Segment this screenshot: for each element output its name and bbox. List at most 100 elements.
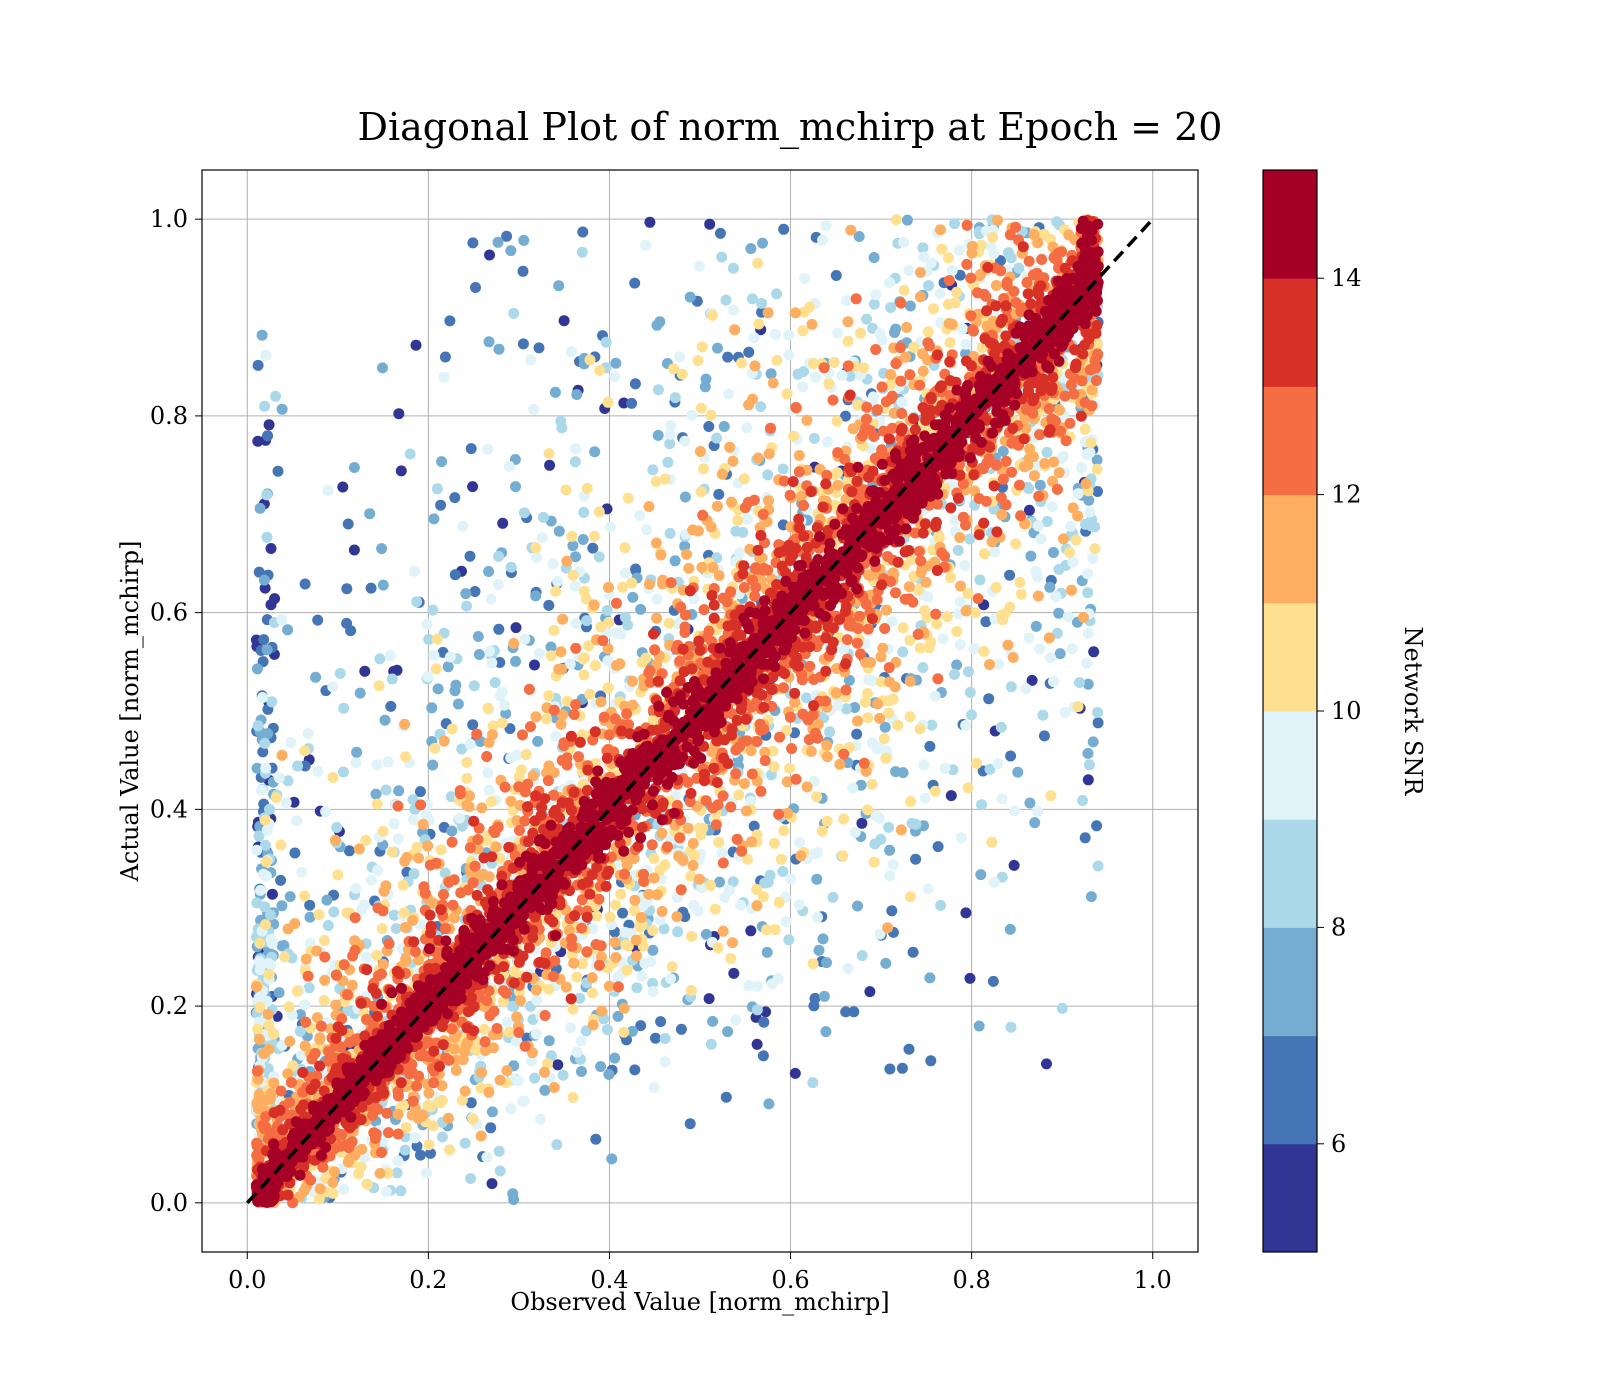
scatter-point [972,593,984,605]
scatter-point [268,1028,280,1040]
scatter-point [855,779,867,791]
scatter-point [684,1118,696,1130]
scatter-point [996,871,1008,883]
scatter-point [395,1185,407,1197]
scatter-point [767,377,779,389]
scatter-point [935,899,947,911]
scatter-point [577,226,589,238]
scatter-point [589,446,601,458]
scatter-point [634,509,646,521]
scatter-point [861,401,873,413]
scatter-point [515,764,527,776]
scatter-point [476,802,488,814]
scatter-point [482,702,494,714]
scatter-point [686,930,698,942]
scatter-point [542,775,554,787]
scatter-point [448,874,460,886]
scatter-point [1043,632,1055,644]
scatter-point [262,1008,274,1020]
scatter-point [1062,611,1074,623]
scatter-point [539,1010,551,1021]
scatter-point [790,773,802,785]
scatter-point [1015,510,1027,522]
scatter-point [775,853,787,865]
scatter-point [392,1108,404,1120]
scatter-point [1032,590,1044,602]
scatter-point [917,365,929,377]
scatter-point [556,422,568,434]
scatter-point [265,599,277,611]
scatter-point [520,749,532,761]
scatter-point [618,868,630,880]
scatter-point [748,820,760,832]
scatter-point [536,532,548,544]
scatter-point [707,562,719,573]
scatter-point [432,683,444,695]
scatter-point [783,349,795,361]
scatter-point [486,1106,498,1118]
scatter-point [558,315,570,327]
scatter-point [955,580,966,592]
scatter-point [370,788,382,800]
scatter-point [570,551,581,563]
scatter-point [856,817,868,829]
scatter-point [291,815,303,827]
scatter-point [730,1014,742,1026]
scatter-point [796,674,808,686]
scatter-point [1083,759,1095,771]
scatter-point [704,218,716,230]
scatter-point [817,933,829,945]
scatter-point [656,905,668,917]
scatter-point [757,1050,769,1062]
scatter-point [831,415,843,427]
scatter-point [604,521,616,533]
scatter-point [978,646,990,657]
scatter-point [595,696,607,708]
scatter-point [930,608,942,620]
scatter-point [651,612,663,624]
scatter-point [1007,652,1019,663]
scatter-point [1023,255,1035,267]
scatter-point [417,818,429,830]
scatter-point [681,548,693,560]
scatter-point [908,341,920,353]
scatter-point [259,737,271,749]
scatter-point [1015,588,1027,600]
scatter-point [482,443,494,455]
scatter-point [727,262,739,274]
scatter-point [872,404,883,416]
scatter-point [905,796,917,807]
scatter-point [1074,677,1085,688]
scatter-point [573,751,584,763]
scatter-point [373,680,385,692]
scatter-point [449,492,461,504]
scatter-point [393,833,404,845]
scatter-point [849,702,861,713]
scatter-point [928,303,939,315]
scatter-point [1012,766,1024,778]
scatter-point [1079,423,1091,435]
scatter-point [706,309,718,321]
scatter-point [700,928,712,940]
scatter-point [593,506,605,518]
scatter-point [507,1188,519,1200]
scatter-point [810,727,821,739]
scatter-point [296,866,308,878]
scatter-point [260,856,272,868]
scatter-point [494,1165,506,1177]
scatter-point [380,1186,392,1198]
scatter-point [461,600,473,612]
scatter-point [461,773,473,784]
scatter-point [937,633,949,645]
scatter-point [801,781,813,793]
scatter-point [1067,502,1079,514]
scatter-point [505,795,517,807]
scatter-point [1024,797,1036,809]
scatter-point [1064,546,1075,558]
scatter-point [838,813,850,825]
scatter-point [1037,709,1049,721]
scatter-point [372,864,384,876]
scatter-point [1024,443,1036,455]
scatter-point [391,664,403,676]
